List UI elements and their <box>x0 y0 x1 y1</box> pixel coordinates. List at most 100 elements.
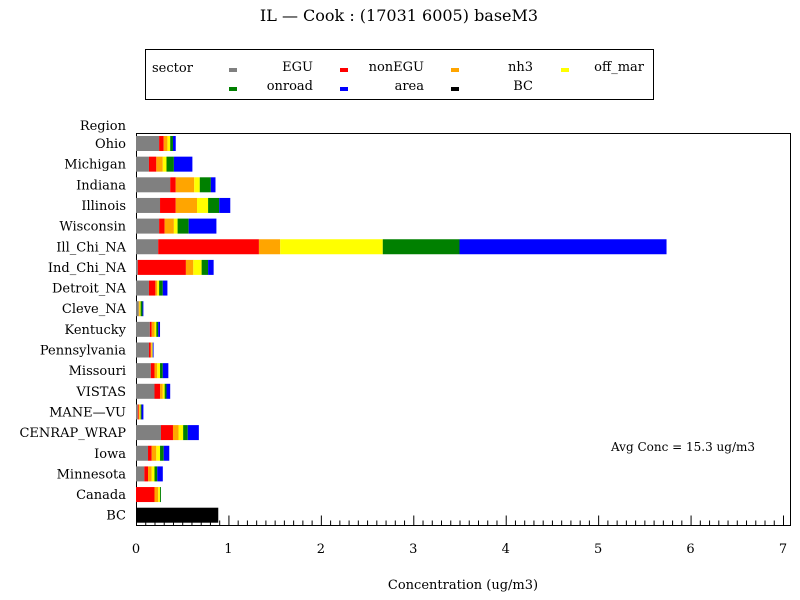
bar-minnesota-area <box>157 466 163 482</box>
bar-mane-vu-nh3 <box>138 404 140 420</box>
x-tick-label: 6 <box>686 542 694 557</box>
bar-vistas-off-mar <box>162 383 165 399</box>
bar-detroit-na-egu <box>136 280 149 296</box>
x-tick-label: 1 <box>224 542 232 557</box>
bar-ill-chi-na-off-mar <box>280 239 383 255</box>
bar-minnesota-egu <box>136 466 145 482</box>
bar-mane-vu-nonegu <box>137 404 139 420</box>
bar-vistas-onroad <box>164 383 167 399</box>
bar-iowa-area <box>163 445 170 461</box>
bar-minnesota-nonegu <box>144 466 149 482</box>
bar-mane-vu-onroad <box>140 404 142 420</box>
bar-michigan-onroad <box>166 156 174 172</box>
bar-minnesota-off-mar <box>151 466 155 482</box>
bar-indiana-off-mar <box>194 177 200 193</box>
bar-illinois-onroad <box>208 197 220 213</box>
bar-illinois-area <box>219 197 231 213</box>
bar-ill-chi-na-egu <box>136 239 159 255</box>
bar-cenrap-wrap-off-mar <box>178 425 184 441</box>
x-tick-label: 2 <box>317 542 325 557</box>
category-label-minnesota: Minnesota <box>57 467 127 482</box>
bar-kentucky-nh3 <box>151 321 155 337</box>
bar-indiana-nonegu <box>170 177 176 193</box>
legend-label-bc: BC <box>513 79 533 94</box>
bar-mane-vu-egu <box>136 404 138 420</box>
bar-cleve-na-onroad <box>140 301 143 317</box>
bar-wisconsin-nonegu <box>159 218 165 234</box>
category-label-missouri: Missouri <box>69 364 126 379</box>
bar-iowa-nonegu <box>148 445 152 461</box>
bar-indiana-onroad <box>199 177 211 193</box>
bar-cleve-na-off-mar <box>139 301 141 317</box>
bar-kentucky-off-mar <box>154 321 157 337</box>
bar-pennsylvania-off-mar <box>151 342 153 358</box>
plot-area-frame <box>136 133 791 526</box>
category-label-cleve-na: Cleve_NA <box>62 302 127 317</box>
legend-swatch-onroad <box>229 87 237 91</box>
category-label-illinois: Illinois <box>81 199 126 214</box>
bar-kentucky-nonegu <box>149 321 152 337</box>
bar-ohio-nonegu <box>159 136 164 151</box>
bar-mane-vu-area <box>141 404 144 420</box>
bar-missouri-nh3 <box>154 363 158 379</box>
bar-illinois-nonegu <box>160 197 176 213</box>
category-label-ohio: Ohio <box>95 137 126 152</box>
bar-minnesota-nh3 <box>148 466 152 482</box>
legend-label-area: area <box>395 79 425 94</box>
bar-ill-chi-na-area <box>459 239 667 255</box>
category-label-detroit-na: Detroit_NA <box>52 282 127 297</box>
bar-wisconsin-off-mar <box>173 218 178 234</box>
bar-pennsylvania-area <box>152 342 154 358</box>
bars-layer <box>136 136 667 523</box>
bar-missouri-onroad <box>160 363 163 379</box>
category-label-bc: BC <box>106 509 126 524</box>
bar-michigan-off-mar <box>162 156 167 172</box>
bar-kentucky-egu <box>136 321 150 337</box>
x-tick-label: 3 <box>409 542 417 557</box>
bar-michigan-nonegu <box>148 156 157 172</box>
category-label-canada: Canada <box>76 488 126 503</box>
bar-canada-nh3 <box>154 487 159 503</box>
bar-cenrap-wrap-area <box>187 425 199 441</box>
category-label-ill-chi-na: Ill_Chi_NA <box>56 240 126 255</box>
bar-ill-chi-na-onroad <box>382 239 460 255</box>
legend-swatch-bc <box>451 87 459 91</box>
bar-ill-chi-na-nonegu <box>158 239 259 255</box>
bar-cleve-na-nh3 <box>138 301 140 317</box>
bar-detroit-na-off-mar <box>157 280 160 296</box>
bar-illinois-off-mar <box>197 197 209 213</box>
bar-ohio-off-mar <box>167 136 171 151</box>
bar-vistas-egu <box>136 383 155 399</box>
bar-cenrap-wrap-nh3 <box>172 425 179 441</box>
bar-cenrap-wrap-egu <box>136 425 161 441</box>
bar-kentucky-onroad <box>156 321 159 337</box>
avg-conc-annotation: Avg Conc = 15.3 ug/m3 <box>610 440 755 454</box>
bar-wisconsin-area <box>188 218 217 234</box>
legend-label-nh3: nh3 <box>508 60 533 75</box>
bar-kentucky-area <box>158 321 161 337</box>
bar-ohio-area <box>172 136 176 151</box>
bar-missouri-off-mar <box>157 363 161 379</box>
bar-ind-chi-na-onroad <box>201 259 209 275</box>
bar-michigan-nh3 <box>156 156 163 172</box>
bar-missouri-area <box>162 363 169 379</box>
chart-title: IL — Cook : (17031 6005) baseM3 <box>260 6 538 25</box>
category-label-mane-vu: MANE—VU <box>49 405 126 420</box>
bar-ohio-onroad <box>170 136 173 151</box>
bar-missouri-nonegu <box>150 363 155 379</box>
bar-cleve-na-area <box>142 301 144 317</box>
x-tick-label: 4 <box>502 542 510 557</box>
bar-cleve-na-egu <box>136 301 139 317</box>
bar-cenrap-wrap-onroad <box>183 425 188 441</box>
category-label-kentucky: Kentucky <box>64 323 126 338</box>
legend-swatch-off-mar <box>561 68 569 72</box>
bar-wisconsin-onroad <box>177 218 189 234</box>
bar-wisconsin-nh3 <box>164 218 174 234</box>
bar-iowa-nh3 <box>151 445 157 461</box>
bar-vistas-nh3 <box>160 383 163 399</box>
legend-swatch-area <box>340 87 348 91</box>
x-tick-label: 7 <box>779 542 787 557</box>
bar-mane-vu-off-mar <box>139 404 141 420</box>
